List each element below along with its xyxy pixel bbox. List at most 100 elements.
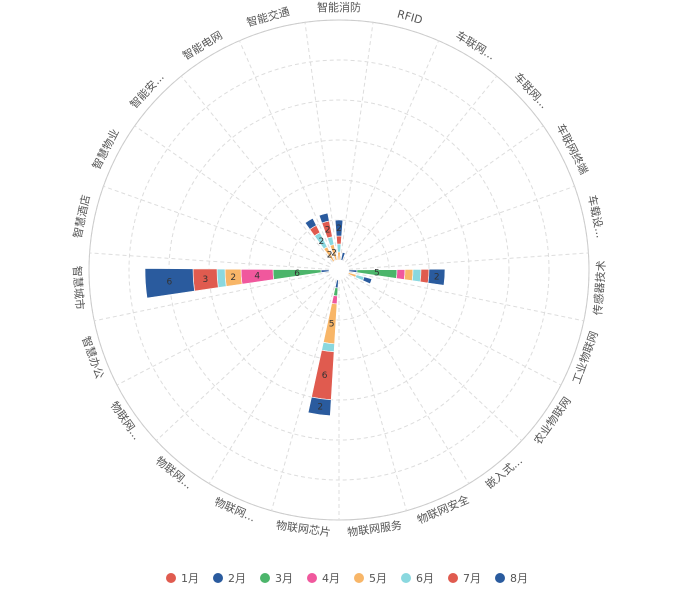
segment-value-label: 2 — [327, 251, 333, 261]
category-label: 物联网... — [108, 399, 145, 443]
legend-dot-icon — [354, 573, 364, 583]
grid-spoke — [116, 274, 331, 386]
segment-value-label: 5 — [329, 319, 335, 329]
category-label: 物联网... — [212, 494, 257, 524]
grid-spoke — [94, 271, 330, 322]
category-label: 农业物联网 — [531, 394, 574, 447]
legend-item[interactable]: 4月 — [307, 570, 340, 586]
grid-spoke — [155, 276, 333, 442]
legend-item[interactable]: 1月 — [166, 570, 199, 586]
legend-label: 7月 — [463, 572, 481, 585]
segment-value-label: 2 — [434, 273, 440, 283]
bar-segment[interactable] — [304, 217, 317, 230]
bar-segment[interactable] — [340, 251, 346, 261]
legend-label: 5月 — [369, 572, 387, 585]
bar-segment[interactable] — [144, 268, 195, 299]
legend-item[interactable]: 5月 — [354, 570, 387, 586]
category-label: 车联网... — [511, 70, 551, 111]
legend-item[interactable]: 3月 — [260, 570, 293, 586]
bar-segment[interactable] — [362, 276, 373, 285]
segment-value-label: 2 — [336, 224, 342, 234]
segment-value-label: 6 — [294, 269, 300, 279]
grid-spoke — [348, 271, 584, 322]
segment-value-label: 6 — [322, 371, 328, 381]
grid-spoke — [347, 274, 562, 386]
legend-item[interactable]: 8月 — [495, 570, 528, 586]
bar-segment[interactable] — [331, 295, 338, 305]
category-label: 物联网芯片 — [275, 518, 331, 539]
grid-spoke — [348, 252, 589, 270]
grid-spoke — [238, 40, 336, 262]
grid-spoke — [304, 22, 339, 261]
bar-segment[interactable] — [403, 269, 414, 282]
bar-segment[interactable] — [411, 269, 422, 283]
legend-item[interactable]: 2月 — [213, 570, 246, 586]
bar-segment[interactable] — [337, 251, 341, 261]
category-label: 物联网服务 — [346, 518, 402, 539]
grid-spoke — [348, 185, 575, 268]
grid-spoke — [346, 125, 544, 265]
legend-label: 2月 — [228, 572, 246, 585]
bar-segment[interactable] — [427, 268, 446, 286]
legend-label: 8月 — [510, 572, 528, 585]
polar-bars — [144, 212, 446, 417]
segment-value-label: 5 — [374, 269, 380, 279]
bar-segment[interactable] — [318, 212, 330, 224]
category-label: 智慧城市 — [70, 265, 87, 310]
legend-dot-icon — [307, 573, 317, 583]
polar-grid — [88, 19, 590, 521]
legend-item[interactable]: 7月 — [448, 570, 481, 586]
bar-segment[interactable] — [216, 268, 227, 288]
category-label: 智能消防 — [317, 0, 361, 14]
segment-value-label: 2 — [325, 226, 331, 236]
legend-item[interactable]: 6月 — [401, 570, 434, 586]
category-label: 车联网终端 — [554, 121, 592, 176]
grid-spoke — [344, 75, 498, 263]
bar-segment[interactable] — [336, 235, 342, 245]
category-label: 车联网... — [453, 28, 497, 63]
segment-value-label: 2 — [318, 237, 324, 247]
category-label: RFID — [396, 8, 424, 27]
grid-spoke — [341, 279, 407, 511]
category-label: 智慧物业 — [89, 126, 122, 172]
bar-segment[interactable] — [307, 396, 332, 417]
grid-spoke — [89, 252, 330, 270]
segment-value-label: 2 — [317, 403, 323, 413]
segment-value-label: 4 — [254, 272, 260, 282]
grid-spoke — [345, 276, 523, 442]
segment-value-label: 2 — [331, 249, 337, 259]
category-label: 智慧酒店 — [70, 194, 93, 240]
grid-spoke — [339, 22, 374, 261]
legend-label: 6月 — [416, 572, 434, 585]
grid-spoke — [271, 279, 337, 511]
bar-segment[interactable] — [396, 269, 406, 280]
bar-segment[interactable] — [334, 219, 344, 237]
category-label: 嵌入式... — [483, 454, 525, 492]
legend-dot-icon — [495, 573, 505, 583]
bar-segment[interactable] — [336, 243, 342, 253]
legend-label: 4月 — [322, 572, 340, 585]
grid-spoke — [180, 75, 334, 263]
grid-spoke — [134, 125, 332, 265]
legend-label: 1月 — [181, 572, 199, 585]
legend: 1月 2月 3月 4月 5月 6月 7月 8月 — [0, 570, 694, 586]
legend-dot-icon — [260, 573, 270, 583]
legend-dot-icon — [401, 573, 411, 583]
category-label: 工业物联网 — [569, 329, 601, 386]
category-label: 智慧办公 — [79, 334, 107, 380]
legend-dot-icon — [166, 573, 176, 583]
category-label: 智能安... — [127, 70, 167, 111]
category-label: 传感器技术 — [592, 260, 609, 316]
category-label: 物联网... — [153, 453, 196, 491]
grid-spoke — [103, 185, 330, 268]
legend-dot-icon — [448, 573, 458, 583]
category-label: 车载设... — [585, 194, 608, 239]
segment-value-label: 2 — [230, 273, 236, 283]
bar-segment[interactable] — [419, 268, 430, 284]
grid-spoke — [343, 278, 470, 484]
grid-spoke — [208, 278, 335, 484]
segment-value-label: 3 — [202, 275, 208, 285]
category-label: 智能电网 — [180, 28, 225, 63]
